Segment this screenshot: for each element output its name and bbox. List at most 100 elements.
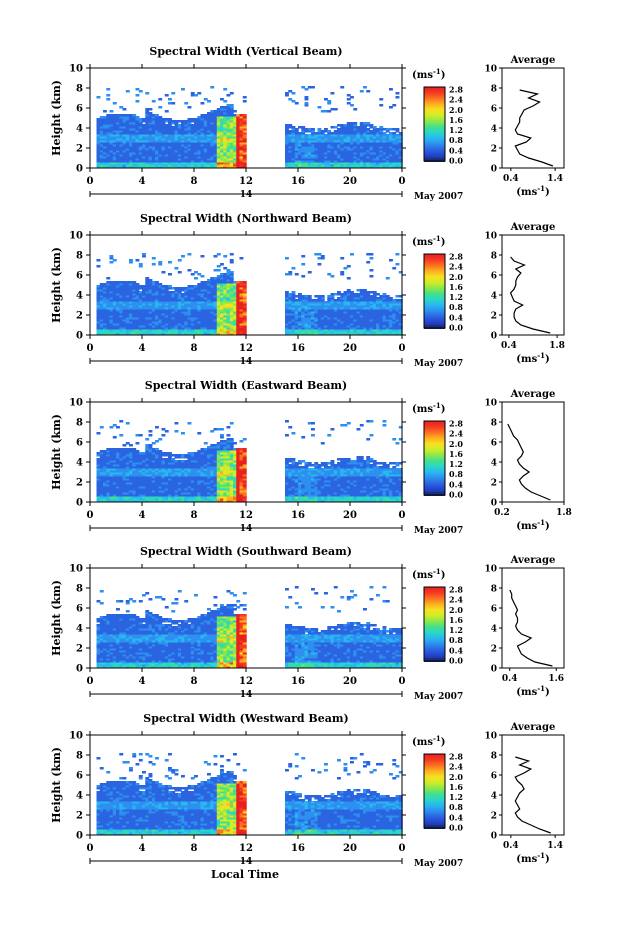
heatmap-cell [158,496,163,499]
heatmap-cell [187,303,192,306]
heatmap-cell [181,488,185,491]
heatmap-cell [96,297,101,300]
heatmap-cell [307,152,312,155]
heatmap-cell [164,484,169,487]
heatmap-cell [363,305,367,308]
heatmap-cell [226,295,231,298]
heatmap-cell [158,164,163,167]
heatmap-cell [210,279,215,282]
heatmap-cell [314,329,319,332]
heatmap-cell [155,470,159,473]
heatmap-cell [233,329,237,332]
heatmap-cell [337,148,341,151]
heatmap-cell [242,136,247,139]
heatmap-cell [187,146,192,149]
heatmap-cell [216,128,221,131]
heatmap-cell [285,160,289,163]
heatmap-cell [106,152,111,155]
heatmap-cell [304,134,309,137]
heatmap-cell [171,126,176,129]
heatmap-cell [343,142,348,145]
heatmap-cell [155,460,159,463]
heatmap-cell [330,329,335,332]
heatmap-cell [346,277,351,280]
heatmap-cell [158,470,163,473]
y-tick-label: 4 [76,291,83,302]
heatmap-cell [301,327,306,330]
heatmap-cell [151,484,156,487]
heatmap-cell [125,321,130,324]
heatmap-cell [164,130,169,133]
heatmap-cell [203,164,208,167]
heatmap-cell [398,307,403,310]
profile-y-tick-label: 10 [484,232,497,242]
heatmap-cell [129,452,133,455]
heatmap-cell [103,297,107,300]
heatmap-cell [171,309,176,312]
heatmap-cell [301,315,306,318]
heatmap-cell [158,321,163,324]
heatmap-cell [395,333,400,336]
heatmap-cell [151,291,156,294]
heatmap-cell [148,118,153,121]
heatmap-cell [210,323,215,326]
heatmap-cell [382,331,387,334]
heatmap-cell [226,108,231,111]
heatmap-cell [216,110,221,113]
heatmap-cell [181,327,185,330]
heatmap-cell [168,150,172,153]
heatmap-cell [363,166,367,169]
heatmap-cell [129,291,133,294]
heatmap-cell [223,88,228,91]
heatmap-cell [129,444,133,447]
heatmap-cell [112,289,117,292]
heatmap-cell [184,158,189,161]
heatmap-cell [207,166,211,169]
heatmap-cell [226,152,231,155]
heatmap-cell [285,303,289,306]
heatmap-cell [350,130,354,133]
heatmap-cell [119,307,124,310]
heatmap-cell [350,325,354,328]
heatmap-cell [291,299,296,302]
heatmap-cell [103,317,107,320]
heatmap-cell [298,126,302,129]
heatmap-cell [122,476,127,479]
heatmap-cell [226,303,231,306]
heatmap-cell [317,295,322,298]
heatmap-cell [148,500,153,503]
heatmap-cell [210,325,215,328]
heatmap-cell [119,301,124,304]
heatmap-cell [213,331,218,334]
heatmap-cell [301,152,306,155]
heatmap-cell [389,140,393,143]
heatmap-cell [372,317,377,320]
heatmap-cell [181,166,185,169]
heatmap-cell [197,120,202,123]
heatmap-cell [382,146,387,149]
heatmap-cell [385,277,390,280]
heatmap-cell [122,313,127,316]
heatmap-cell [129,466,133,469]
heatmap-cell [298,134,302,137]
heatmap-cell [148,321,153,324]
heatmap-cell [145,450,150,453]
heatmap-cell [145,301,150,304]
heatmap-cell [106,301,111,304]
heatmap-cell [174,303,179,306]
heatmap-cell [197,146,202,149]
heatmap-cell [155,492,159,495]
heatmap-cell [129,164,133,167]
panel-title: Spectral Width (Northward Beam) [140,212,352,225]
heatmap-cell [122,482,127,485]
heatmap-cell [177,486,182,489]
heatmap-cell [242,311,247,314]
heatmap-cell [242,124,247,127]
heatmap-cell [145,492,150,495]
heatmap-cell [112,148,117,151]
heatmap-cell [213,122,218,125]
heatmap-cell [333,301,338,304]
heatmap-cell [242,162,247,165]
heatmap-cell [116,498,120,501]
heatmap-cell [177,162,182,165]
